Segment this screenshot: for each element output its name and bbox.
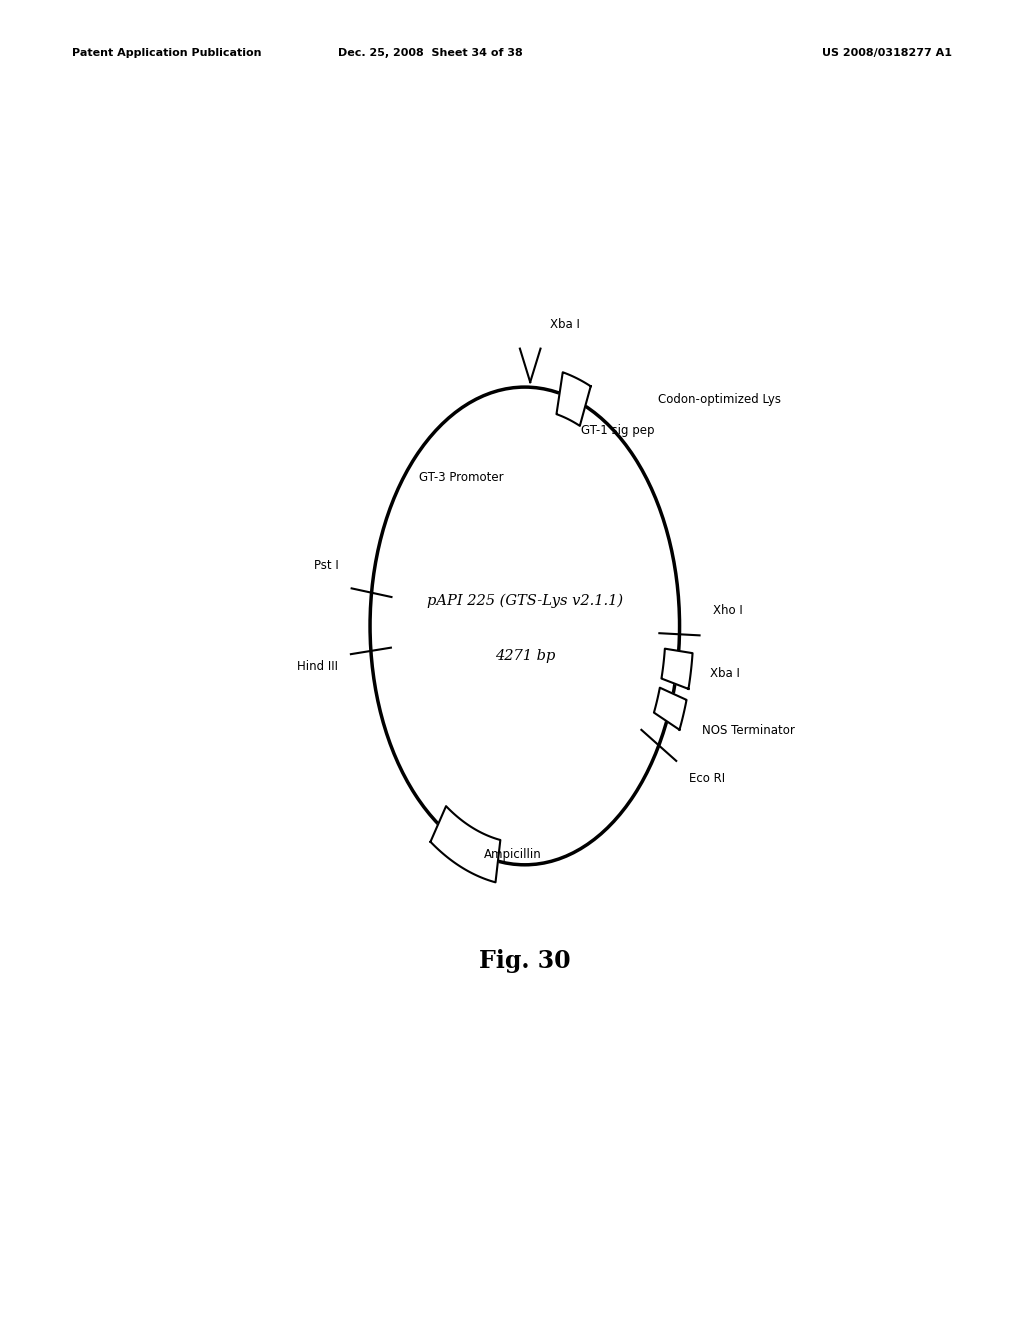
- Text: NOS Terminator: NOS Terminator: [702, 725, 796, 737]
- Text: GT-3 Promoter: GT-3 Promoter: [419, 470, 504, 483]
- Polygon shape: [556, 372, 591, 426]
- Text: Fig. 30: Fig. 30: [479, 949, 570, 973]
- Text: Eco RI: Eco RI: [689, 772, 726, 785]
- Text: Ampicillin: Ampicillin: [484, 847, 542, 861]
- Polygon shape: [662, 648, 692, 689]
- Text: Xho I: Xho I: [713, 605, 742, 618]
- Text: US 2008/0318277 A1: US 2008/0318277 A1: [822, 48, 952, 58]
- Text: Hind III: Hind III: [297, 660, 338, 673]
- Text: pAPI 225 (GTS-Lys v2.1.1): pAPI 225 (GTS-Lys v2.1.1): [427, 593, 623, 607]
- Polygon shape: [430, 807, 501, 882]
- Text: Dec. 25, 2008  Sheet 34 of 38: Dec. 25, 2008 Sheet 34 of 38: [338, 48, 522, 58]
- Text: Pst I: Pst I: [314, 560, 339, 572]
- Text: Codon-optimized Lys: Codon-optimized Lys: [658, 393, 781, 407]
- Text: 4271 bp: 4271 bp: [495, 649, 555, 664]
- Text: Xba I: Xba I: [711, 667, 740, 680]
- Polygon shape: [654, 688, 686, 730]
- Text: Patent Application Publication: Patent Application Publication: [72, 48, 261, 58]
- Text: Xba I: Xba I: [550, 318, 580, 331]
- Text: GT-1 sig pep: GT-1 sig pep: [581, 424, 654, 437]
